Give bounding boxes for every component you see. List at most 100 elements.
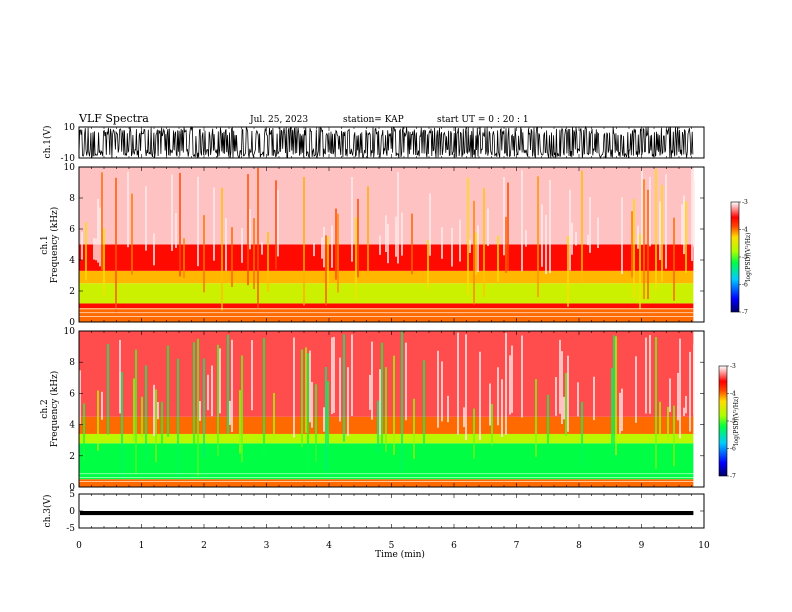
time-axis-tick-label: 3 bbox=[264, 541, 270, 551]
ch2-spectrogram-streak bbox=[547, 394, 549, 449]
time-axis-tick-label: 10 bbox=[698, 541, 710, 551]
ch1-spectrogram-streak bbox=[99, 207, 101, 267]
ch2-spectrogram-ylabel-line2: Frequency (kHz) bbox=[49, 371, 60, 448]
ch1-spectrogram-streak bbox=[587, 234, 589, 246]
ch2-spectrogram-streak bbox=[211, 365, 213, 417]
ch2-spectrogram-streak bbox=[465, 334, 467, 441]
ch2-spectrogram-streak bbox=[229, 400, 231, 425]
ch1-spectrogram-streak bbox=[673, 217, 675, 301]
ch2-spectrogram-streak bbox=[83, 403, 85, 461]
ch1-spectrogram-ytick-label: 2 bbox=[69, 287, 75, 297]
ch2-spectrogram-ytick-label: 8 bbox=[69, 358, 75, 368]
ch1-spectrogram-streak bbox=[659, 201, 661, 261]
ch2-colorbar-tick-label: -7 bbox=[730, 473, 736, 480]
ch1-spectrogram-streak bbox=[639, 233, 641, 309]
ch1-colorbar-tick-label: -4 bbox=[742, 227, 748, 234]
ch1-spectrogram-streak bbox=[249, 209, 251, 250]
ch2-spectrogram-streak bbox=[351, 334, 353, 416]
ch2-spectrogram-streak bbox=[505, 332, 507, 435]
ch1-waveform-trace bbox=[78, 125, 694, 160]
ch2-spectrogram-streak bbox=[369, 374, 371, 410]
ch1-spectrogram-streak bbox=[385, 215, 387, 253]
ch2-spectrogram-streak bbox=[635, 356, 637, 423]
ch1-spectrogram-streak bbox=[427, 240, 429, 290]
ch1-spectrogram-streak bbox=[131, 193, 133, 275]
ch2-spectrogram-panel: 0 2 4 6 8 10 bbox=[64, 327, 705, 493]
ch2-spectrogram-streak bbox=[679, 338, 681, 439]
ch1-spectrogram-streak bbox=[303, 177, 305, 306]
ch2-spectrogram-streak bbox=[107, 343, 109, 435]
ch1-spectrogram-streak bbox=[459, 219, 461, 262]
ch1-spectrogram-streak bbox=[101, 172, 103, 271]
ch1-spectrogram-streak bbox=[451, 227, 453, 267]
ch1-spectrogram-band bbox=[79, 303, 694, 309]
ch1-spectrogram-streak bbox=[85, 222, 87, 281]
ch2-spectrogram-streak bbox=[97, 390, 99, 451]
ch1-spectrogram-streak bbox=[681, 204, 683, 245]
ch1-spectrogram-streak bbox=[503, 177, 505, 256]
ch2-spectrogram-streak bbox=[565, 372, 567, 436]
ch2-spectrogram-streak bbox=[153, 384, 155, 437]
ch2-spectrogram-streak bbox=[685, 396, 687, 414]
ch2-spectrogram-streak bbox=[405, 342, 407, 421]
ch2-spectrogram-streak bbox=[323, 407, 325, 432]
ch1-spectrogram-streak bbox=[411, 213, 413, 275]
ch1-spectrogram-streak bbox=[197, 176, 199, 267]
ch1-spectrogram-streak bbox=[355, 217, 357, 300]
ch2-spectrogram-streak bbox=[613, 335, 615, 457]
ch1-spectrogram-streak bbox=[213, 187, 215, 261]
time-axis-tick-label: 8 bbox=[576, 541, 582, 551]
ch2-spectrogram-streak bbox=[207, 374, 209, 411]
ch2-spectrogram-streak bbox=[79, 370, 81, 425]
ch2-spectrogram-streak bbox=[343, 334, 345, 442]
ch1-spectrogram-streak bbox=[247, 174, 249, 286]
ch1-spectrogram-streak bbox=[589, 197, 591, 253]
ch1-spectrogram-streak bbox=[397, 171, 399, 264]
ch1-spectrogram-streak bbox=[467, 177, 469, 295]
ch2-spectrogram-streak bbox=[293, 337, 295, 438]
ch1-spectrogram-streak bbox=[275, 180, 277, 270]
ch1-spectrogram-ytick-label: 10 bbox=[64, 163, 76, 173]
ch1-colorbar-tick-label: -6 bbox=[742, 282, 748, 289]
ch2-spectrogram-streak bbox=[305, 347, 307, 433]
ch1-spectrogram-ytick-label: 6 bbox=[69, 225, 75, 235]
ch1-spectrogram-streak bbox=[621, 197, 623, 275]
ch2-spectrogram-streak bbox=[219, 348, 221, 414]
ch2-spectrogram-streak bbox=[693, 344, 695, 416]
ch2-spectrogram-streak bbox=[413, 398, 415, 459]
ch2-spectrogram-streak bbox=[263, 338, 265, 463]
ch2-spectrogram-ytick-label: 4 bbox=[69, 421, 75, 431]
ch1-spectrogram-streak bbox=[127, 171, 129, 248]
ch1-spectrogram-streak bbox=[477, 225, 479, 273]
ch1-spectrogram-ylabel-line1: ch.1 bbox=[40, 235, 50, 254]
ch2-spectrogram-streak bbox=[457, 332, 459, 435]
ch1-spectrogram-streak bbox=[569, 189, 571, 271]
ch1-colorbar-tick-label: -5 bbox=[742, 254, 748, 261]
time-axis-tick-label: 2 bbox=[201, 541, 207, 551]
time-axis-tick-label: 7 bbox=[514, 541, 520, 551]
ch2-spectrogram-streak bbox=[509, 355, 511, 415]
ch2-colorbar-tick-label: -3 bbox=[730, 363, 736, 370]
ch2-spectrogram-streak bbox=[521, 335, 523, 418]
ch3-waveform-ytick-label: 5 bbox=[69, 490, 75, 500]
ch2-spectrogram-streak bbox=[501, 379, 503, 437]
ch2-spectrogram-streak bbox=[251, 340, 253, 411]
ch2-spectrogram-streak bbox=[135, 349, 137, 474]
ch1-spectrogram-streak bbox=[643, 179, 645, 299]
ch1-spectrogram-streak bbox=[327, 236, 329, 290]
ch1-spectrogram-streak bbox=[683, 195, 685, 255]
ch2-spectrogram-streak bbox=[581, 401, 583, 467]
ch1-spectrogram-streak bbox=[337, 213, 339, 293]
ch1-spectrogram-streak bbox=[103, 228, 105, 297]
ch1-spectrogram-streak bbox=[507, 182, 509, 271]
ch2-spectrogram-streak bbox=[101, 391, 103, 420]
ch2-spectrogram-band bbox=[79, 479, 694, 487]
ch2-spectrogram-streak bbox=[381, 342, 383, 444]
ch1-spectrogram-streak bbox=[525, 230, 527, 247]
ch1-spectrogram-streak bbox=[487, 208, 489, 247]
ch2-spectrogram-streak bbox=[197, 338, 199, 477]
ch2-spectrogram-streak bbox=[327, 381, 329, 478]
ch2-spectrogram-streak bbox=[511, 345, 513, 413]
ch2-spectrogram-streak bbox=[121, 372, 123, 479]
